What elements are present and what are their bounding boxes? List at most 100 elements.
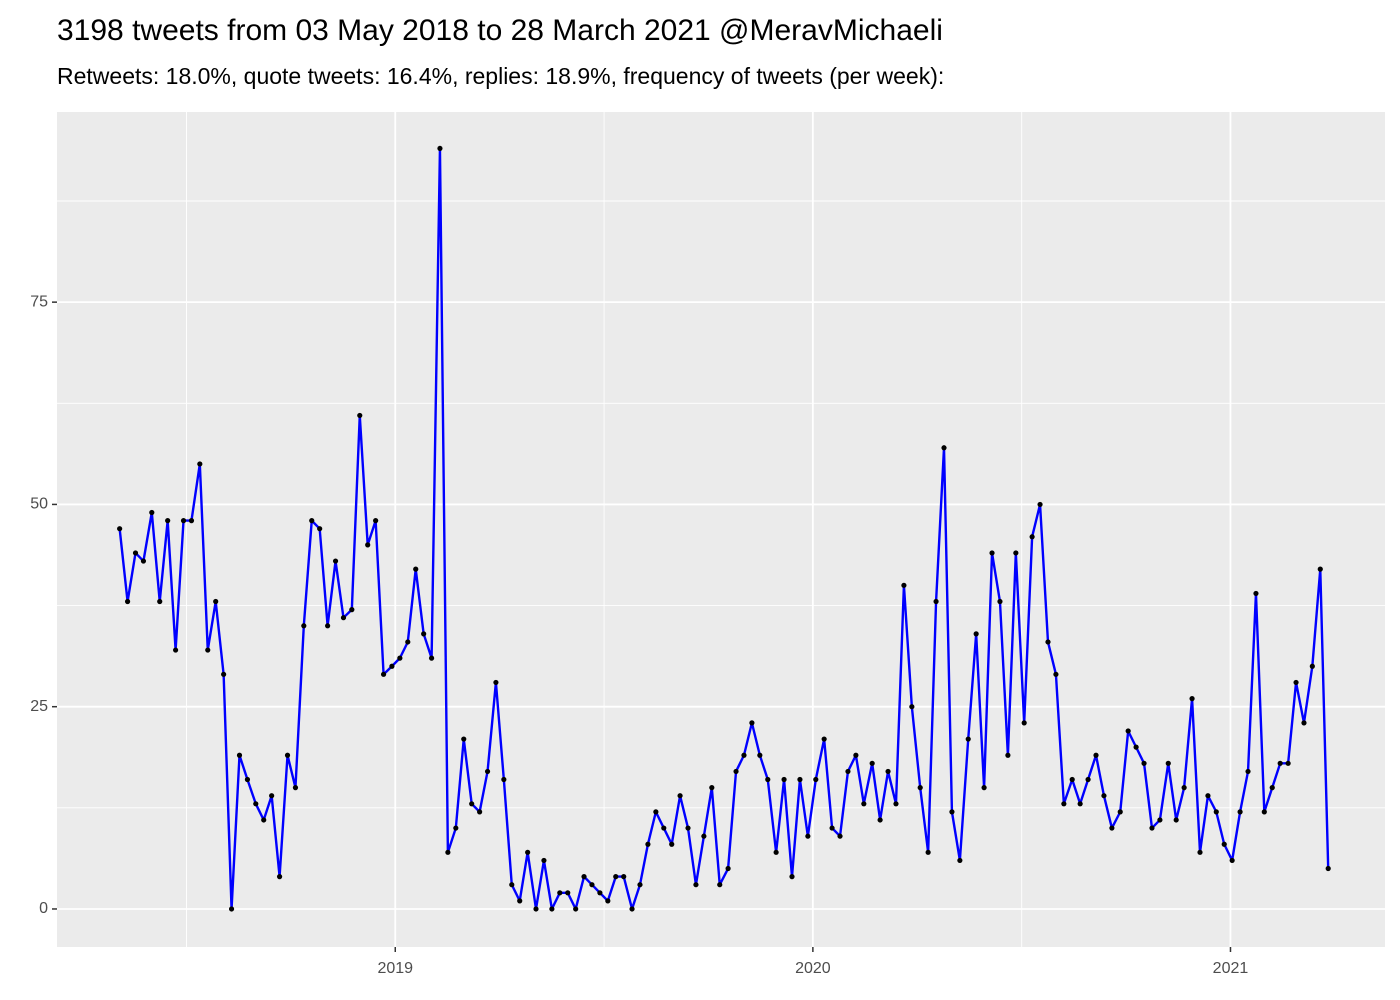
point [893,801,899,807]
point [357,412,363,419]
point [805,833,811,839]
point [941,445,947,451]
point [925,849,931,855]
point [373,517,379,524]
point [573,906,579,912]
point [1213,809,1219,815]
point [405,639,411,645]
point [149,509,155,516]
point [1141,760,1147,766]
point [380,671,387,677]
point [829,825,835,831]
point [837,833,843,839]
point [1269,785,1275,791]
point [1029,534,1035,540]
y-tick-label: 25 [30,698,48,715]
y-tick-label: 75 [30,293,48,310]
point [533,906,539,912]
point [1253,590,1259,597]
point [709,785,715,791]
point [1261,809,1267,815]
point [933,598,939,605]
chart-subtitle: Retweets: 18.0%, quote tweets: 16.4%, re… [57,63,944,89]
point [477,809,483,815]
point [981,785,987,791]
point [717,882,723,888]
point [901,582,907,588]
point [188,517,195,524]
x-tick-label: 2019 [377,960,413,977]
point [885,768,891,775]
point [909,704,915,710]
point [1117,809,1123,815]
point [1301,720,1307,726]
point [301,623,307,629]
point [1317,566,1323,572]
point [557,890,563,896]
point [173,647,179,653]
point [621,874,627,880]
point [1013,550,1019,556]
point [989,550,995,556]
point [677,793,683,799]
point [421,631,427,637]
point [653,809,659,815]
point [389,663,395,669]
point [461,736,467,742]
point [1181,785,1187,791]
point [757,752,763,758]
point [997,598,1003,605]
point [1189,696,1195,702]
point [261,817,267,823]
point [453,825,459,831]
point [124,598,131,605]
point [661,825,667,831]
point [205,647,211,653]
point [565,890,571,896]
point [269,793,275,799]
point [1037,501,1043,508]
point [1061,801,1067,807]
point [1069,776,1075,783]
point [244,776,251,783]
point [549,906,555,912]
point [140,558,147,564]
x-tick-label: 2021 [1213,960,1249,977]
point [589,882,595,888]
point [1165,760,1171,766]
point [284,752,291,758]
point [581,874,587,880]
point [349,607,355,613]
point [917,785,923,791]
point [292,785,299,791]
point [1085,776,1091,783]
point [1245,768,1251,775]
point [469,801,475,807]
x-tick-label: 2020 [795,960,831,977]
point [517,898,523,904]
point [1109,825,1115,831]
point [317,526,323,532]
point [645,841,651,847]
point [605,898,611,904]
point [685,825,691,831]
point [1277,760,1283,766]
point [228,906,235,912]
point [773,849,779,855]
point [221,671,227,677]
point [340,615,347,621]
plot-panel [57,112,1385,947]
point [725,865,731,872]
point [165,517,171,524]
point [1221,841,1227,847]
point [157,598,163,605]
point [180,517,187,524]
point [413,566,419,572]
point [213,598,219,605]
point [325,623,331,629]
point [484,768,491,775]
point [957,857,963,864]
point [869,760,875,766]
point [1125,728,1131,734]
